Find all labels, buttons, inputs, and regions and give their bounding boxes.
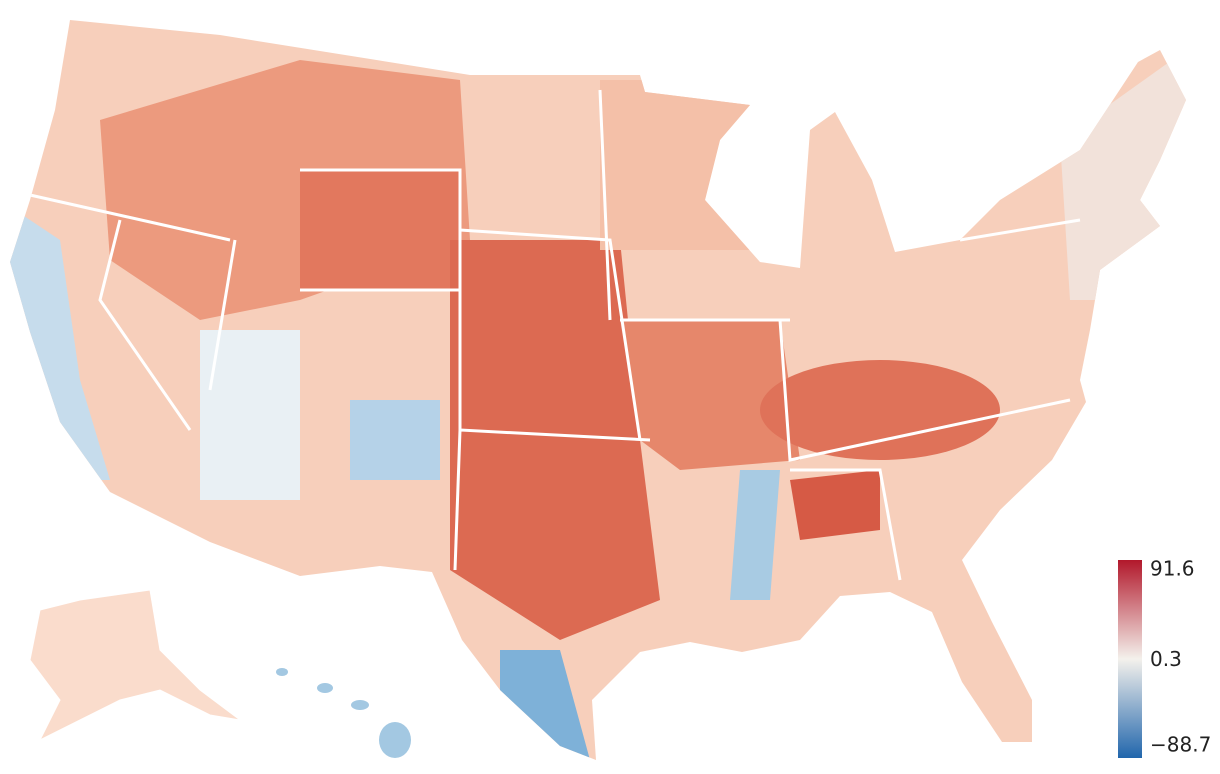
region	[350, 400, 440, 480]
colorbar-tick-label: −88.7	[1150, 733, 1211, 757]
hawaii	[276, 668, 411, 758]
colorbar-tick-label: 0.3	[1150, 647, 1182, 671]
colorbar-tick-label: 91.6	[1150, 557, 1195, 581]
region	[790, 470, 880, 540]
region	[760, 360, 1000, 460]
state-borders	[29, 89, 1081, 581]
colorbar	[1118, 560, 1142, 758]
island	[351, 700, 369, 710]
region	[600, 80, 760, 250]
region	[620, 320, 800, 470]
region	[200, 330, 300, 500]
island	[276, 668, 288, 676]
island	[379, 722, 411, 758]
alaska	[29, 589, 241, 742]
region	[300, 170, 460, 290]
region	[730, 470, 780, 600]
region	[450, 240, 660, 640]
island	[317, 683, 333, 693]
